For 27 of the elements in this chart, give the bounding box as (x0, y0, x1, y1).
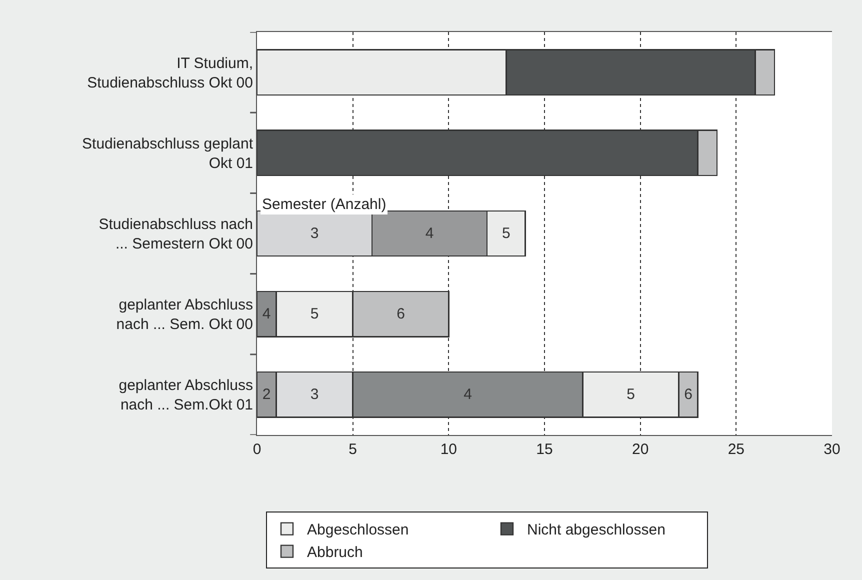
y-tick-label: IT Studium, Studienabschluss Okt 00 (87, 54, 253, 92)
x-tick-label: 5 (348, 441, 357, 458)
text: 6 (396, 306, 405, 323)
y-tick-label: geplanter Abschluss nach ... Sem.Okt 01 (118, 377, 253, 414)
text: 4 (425, 225, 434, 242)
y-tick-label: Studienabschluss geplant Okt 01 (82, 135, 254, 172)
text: 3 (310, 386, 319, 404)
legend-label: Nicht abgeschlossen (527, 522, 666, 539)
series-label: 6 (684, 386, 692, 404)
x-tick-label: 0 (252, 441, 262, 458)
x-tick-label: 30 (824, 441, 840, 458)
x-tick-label: 10 (440, 441, 458, 458)
series-label: 3 (310, 225, 319, 242)
text: 5 (626, 386, 635, 404)
annotation: Semester (Anzahl) (262, 196, 386, 213)
series-label: 5 (502, 225, 510, 242)
y-tick-label: geplanter Abschluss nach ... Sem. Okt 00 (116, 296, 253, 334)
text: 4 (464, 386, 472, 404)
x-tick-label: 25 (728, 441, 745, 458)
series-label: 4 (262, 306, 271, 323)
text: 5 (310, 306, 319, 323)
legend-label: Abbruch (307, 544, 363, 562)
legend-label: Abgeschlossen (307, 522, 409, 539)
x-tick-label: 15 (536, 441, 553, 458)
x-tick-label: 20 (632, 441, 649, 458)
series-label: 2 (262, 386, 271, 404)
y-tick-label: Studienabschluss nach ... Semestern Okt 00 (98, 216, 253, 252)
